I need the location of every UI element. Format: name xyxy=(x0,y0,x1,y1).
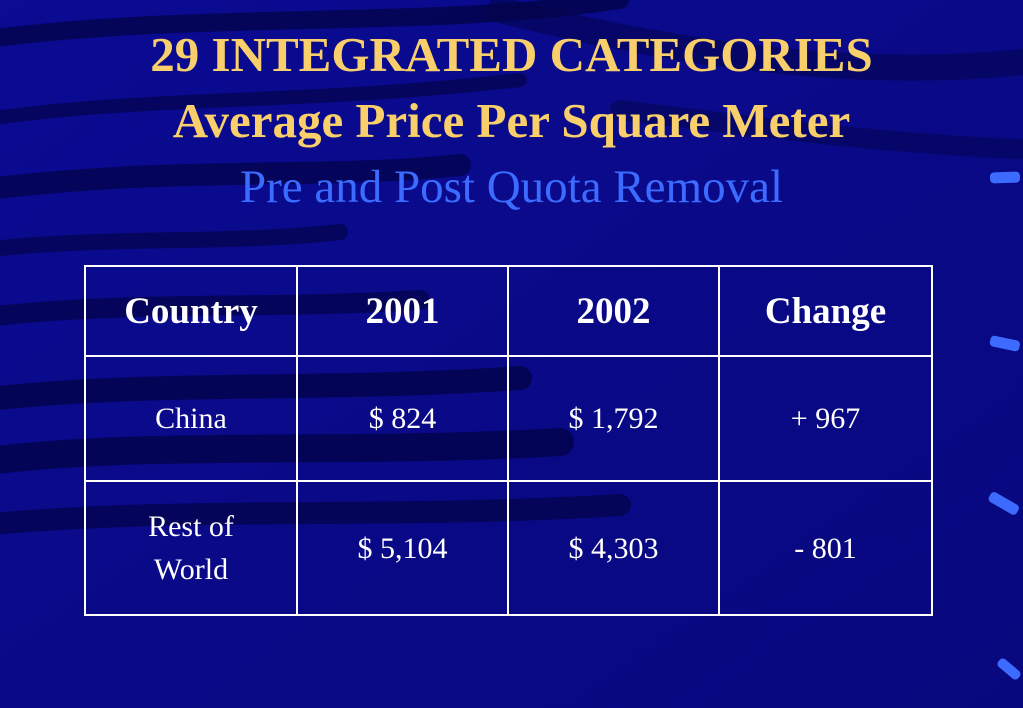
table-row: China $ 824 $ 1,792 + 967 xyxy=(84,355,933,482)
slide-subtitle: Pre and Post Quota Removal xyxy=(239,161,784,213)
cell-change: - 801 xyxy=(718,480,933,616)
cell-country: China xyxy=(84,355,298,482)
cell-2001: $ 824 xyxy=(296,355,509,482)
table-row: Rest of World $ 5,104 $ 4,303 - 801 xyxy=(84,480,933,616)
cell-2002: $ 4,303 xyxy=(507,480,720,616)
header-change: Change xyxy=(718,265,933,357)
slide-title: 29 INTEGRATED CATEGORIES xyxy=(150,27,873,82)
table-header-row: Country 2001 2002 Change xyxy=(84,265,933,357)
header-2002: 2002 xyxy=(507,265,720,357)
header-2001: 2001 xyxy=(296,265,509,357)
cell-change: + 967 xyxy=(718,355,933,482)
price-table: Country 2001 2002 Change China $ 824 $ 1… xyxy=(84,265,933,616)
slide-titles: 29 INTEGRATED CATEGORIES Average Price P… xyxy=(0,22,1023,220)
cell-country: Rest of World xyxy=(84,480,298,616)
cell-2002: $ 1,792 xyxy=(507,355,720,482)
header-country: Country xyxy=(84,265,298,357)
slide-subtitle-bold: Average Price Per Square Meter xyxy=(172,93,851,148)
cell-2001: $ 5,104 xyxy=(296,480,509,616)
